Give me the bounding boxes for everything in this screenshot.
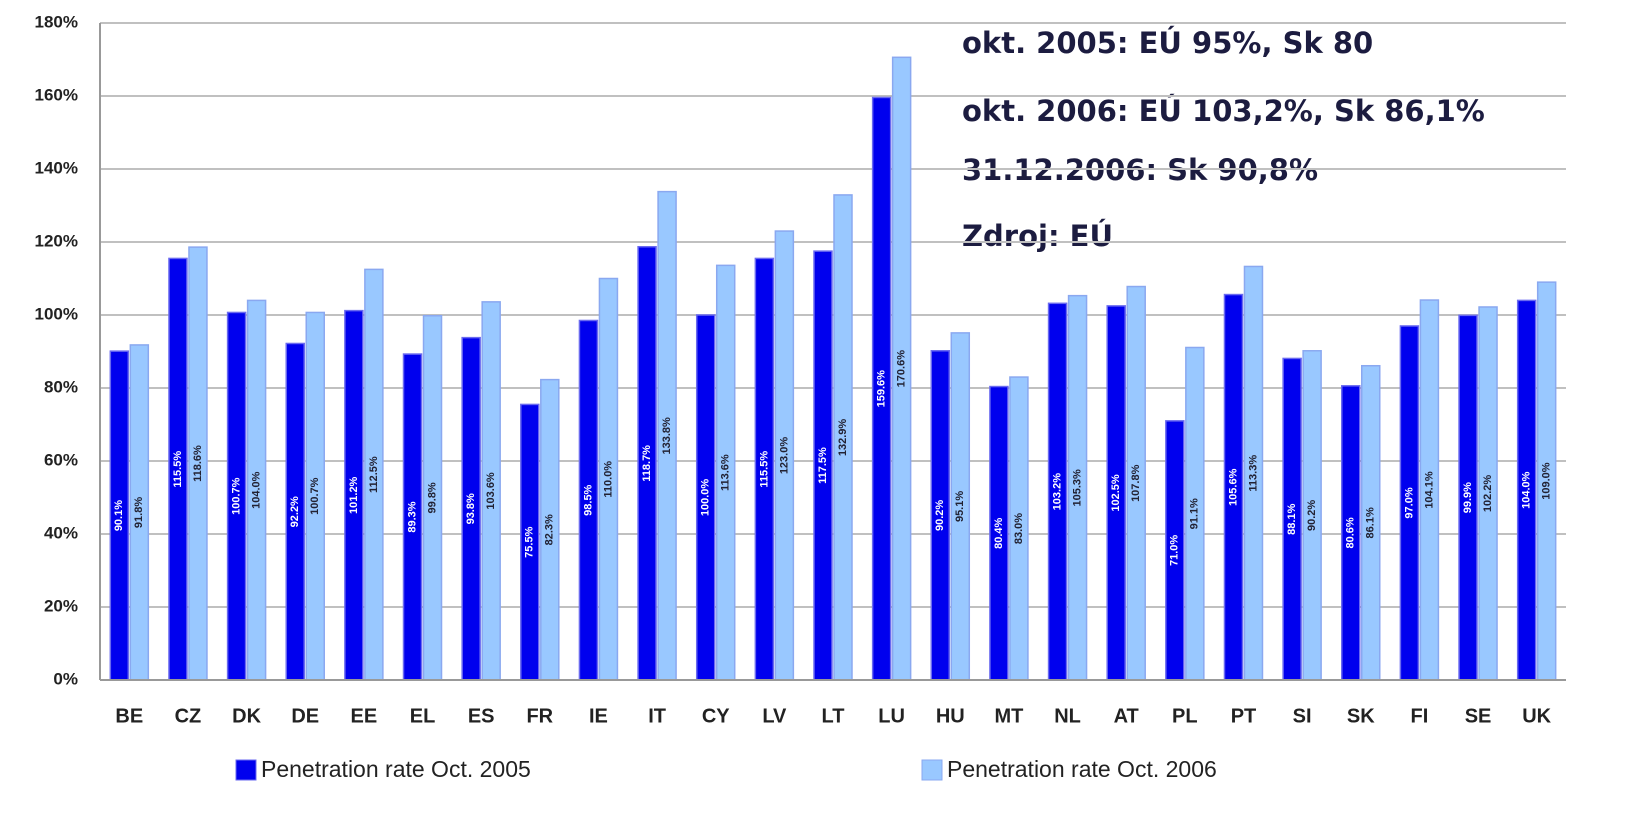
x-tick-label: CY	[702, 705, 730, 727]
value-label: 86.1%	[1365, 507, 1377, 538]
x-tick-label: PL	[1172, 705, 1198, 727]
value-label: 80.6%	[1345, 517, 1357, 548]
x-tick-label: UK	[1522, 705, 1551, 727]
value-label: 123.0%	[778, 437, 790, 475]
value-label: 104.0%	[1521, 471, 1533, 509]
value-label: 93.8%	[465, 493, 477, 524]
x-tick-label: IT	[648, 705, 666, 727]
value-label: 103.2%	[1051, 473, 1063, 511]
x-tick-label: CZ	[175, 705, 202, 727]
value-label: 92.2%	[289, 496, 301, 527]
y-tick-label: 100%	[35, 304, 78, 323]
value-label: 113.3%	[1247, 455, 1259, 492]
x-tick-label: HU	[936, 705, 965, 727]
value-label: 104.1%	[1423, 471, 1435, 509]
value-label: 115.5%	[172, 451, 184, 488]
y-tick-label: 60%	[44, 450, 78, 469]
value-label: 101.2%	[348, 476, 360, 514]
value-label: 71.0%	[1169, 535, 1181, 566]
x-tick-label: IE	[589, 705, 608, 727]
value-label: 95.1%	[954, 491, 966, 522]
value-label: 113.6%	[720, 454, 732, 491]
value-label: 110.0%	[602, 461, 614, 498]
value-label: 100.7%	[309, 477, 321, 515]
value-label: 91.8%	[133, 497, 145, 528]
y-tick-label: 140%	[35, 158, 78, 177]
value-label: 98.5%	[582, 484, 594, 515]
y-tick-label: 20%	[44, 596, 78, 615]
value-label: 159.6%	[876, 370, 888, 408]
value-label: 118.7%	[641, 445, 653, 482]
x-tick-label: EL	[410, 705, 436, 727]
value-label: 80.4%	[993, 517, 1005, 548]
x-tick-label: SE	[1465, 705, 1492, 727]
x-tick-label: MT	[994, 705, 1023, 727]
value-label: 133.8%	[661, 417, 673, 455]
x-tick-label: FR	[526, 705, 553, 727]
value-label: 90.2%	[934, 500, 946, 531]
y-tick-label: 120%	[35, 231, 78, 250]
y-tick-label: 180%	[35, 12, 78, 31]
value-label: 83.0%	[1013, 513, 1025, 544]
value-label: 75.5%	[524, 526, 536, 557]
value-label: 89.3%	[406, 501, 418, 532]
value-label: 100.7%	[231, 477, 243, 515]
legend-swatch	[921, 759, 943, 781]
x-tick-label: SI	[1293, 705, 1312, 727]
value-label: 170.6%	[896, 350, 908, 388]
y-tick-label: 40%	[44, 523, 78, 542]
x-tick-label: AT	[1114, 705, 1139, 727]
value-label: 115.5%	[758, 451, 770, 488]
value-label: 105.3%	[1071, 469, 1083, 507]
value-label: 103.6%	[485, 472, 497, 510]
x-tick-label: ES	[468, 705, 495, 727]
x-tick-label: PT	[1231, 705, 1257, 727]
value-label: 100.0%	[700, 479, 712, 517]
x-tick-label: LV	[762, 705, 787, 727]
annotation: okt. 2005: EÚ 95%, Sk 80	[962, 26, 1373, 60]
value-label: 102.5%	[1110, 474, 1122, 512]
y-tick-label: 0%	[53, 669, 78, 688]
value-label: 109.0%	[1541, 462, 1553, 500]
x-tick-label: NL	[1054, 705, 1081, 727]
value-label: 97.0%	[1403, 487, 1415, 518]
x-tick-label: DK	[232, 705, 261, 727]
x-tick-label: LT	[822, 705, 845, 727]
value-label: 118.6%	[192, 445, 204, 482]
value-label: 112.5%	[368, 456, 380, 493]
y-tick-label: 80%	[44, 377, 78, 396]
legend-label: Penetration rate Oct. 2005	[261, 756, 531, 782]
value-label: 102.2%	[1482, 475, 1494, 513]
value-label: 117.5%	[817, 447, 829, 484]
value-label: 99.8%	[426, 482, 438, 513]
y-tick-label: 160%	[35, 85, 78, 104]
annotation: Zdroj: EÚ	[962, 219, 1113, 253]
x-tick-label: BE	[115, 705, 143, 727]
x-tick-label: FI	[1411, 705, 1429, 727]
legend-swatch	[235, 759, 257, 781]
x-tick-label: DE	[291, 705, 319, 727]
value-label: 91.1%	[1189, 498, 1201, 529]
value-label: 90.2%	[1306, 500, 1318, 531]
x-tick-label: LU	[878, 705, 905, 727]
annotation: okt. 2006: EÚ 103,2%, Sk 86,1%	[962, 94, 1485, 128]
value-label: 132.9%	[837, 419, 849, 457]
value-label: 99.9%	[1462, 482, 1474, 513]
x-tick-label: EE	[351, 705, 378, 727]
value-label: 90.1%	[113, 500, 125, 531]
value-label: 105.6%	[1227, 468, 1239, 506]
value-label: 104.0%	[251, 471, 263, 509]
value-label: 107.8%	[1130, 464, 1142, 502]
legend-label: Penetration rate Oct. 2006	[947, 756, 1217, 782]
value-label: 88.1%	[1286, 503, 1298, 534]
x-tick-label: SK	[1347, 705, 1375, 727]
value-label: 82.3%	[544, 514, 556, 545]
